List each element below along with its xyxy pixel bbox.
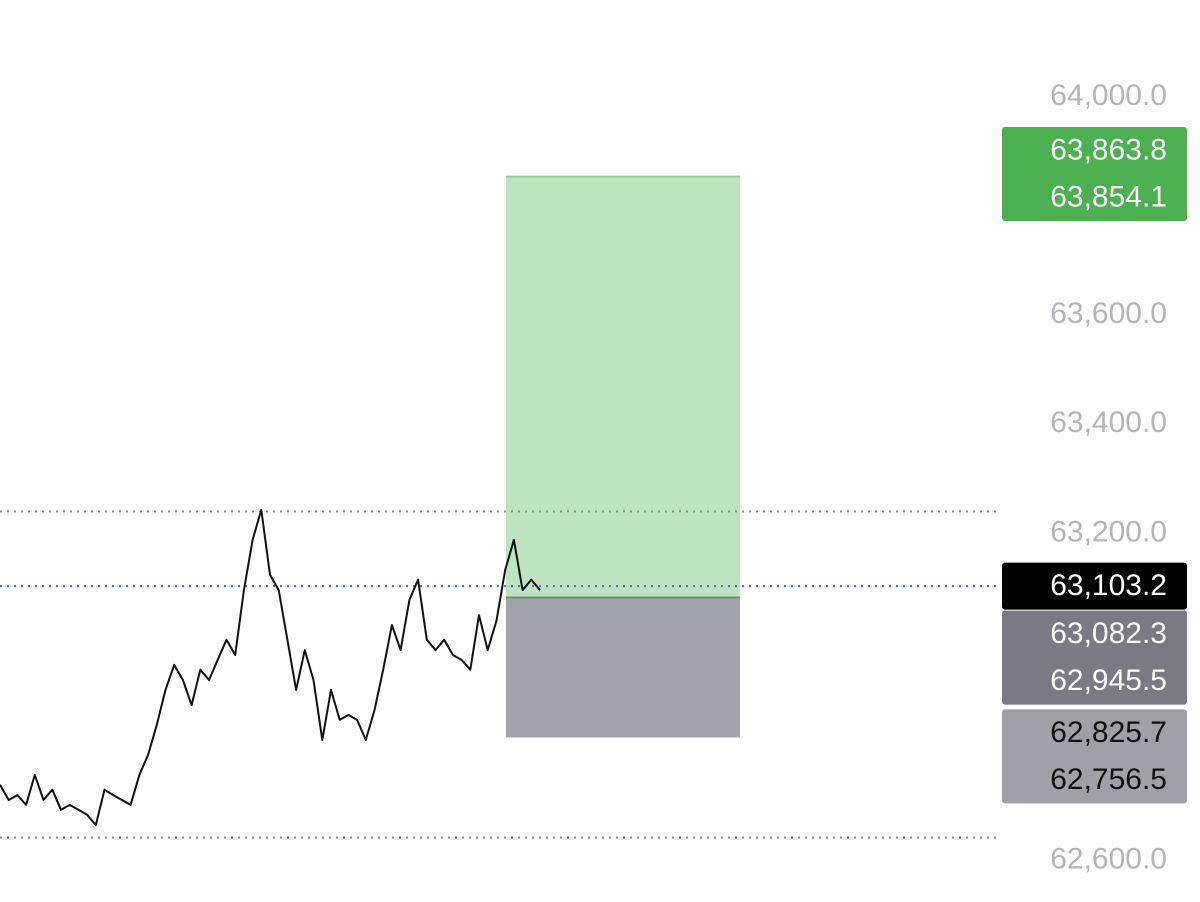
y-tick-label: 63,600.0 — [1050, 297, 1167, 330]
price-tag-label: 62,825.7 — [1050, 716, 1167, 749]
price-tag-box — [1002, 709, 1187, 804]
price-tag-label: 63,854.1 — [1050, 180, 1167, 213]
y-tick-label: 63,400.0 — [1050, 406, 1167, 439]
price-tag-label: 63,863.8 — [1050, 133, 1167, 166]
y-tick-label: 63,200.0 — [1050, 515, 1167, 548]
profit-zone — [506, 176, 740, 598]
y-tick-label: 64,000.0 — [1050, 79, 1167, 112]
price-tag-label: 63,082.3 — [1050, 617, 1167, 650]
price-tag-label: 62,945.5 — [1050, 664, 1167, 697]
price-tag-box — [1002, 126, 1187, 221]
price-tag-box — [1002, 562, 1187, 610]
price-tag-box — [1002, 610, 1187, 705]
price-line — [0, 508, 541, 827]
price-tag-label: 63,103.2 — [1050, 569, 1167, 602]
y-tick-label: 64,200.0 — [1050, 0, 1167, 3]
y-tick-label: 62,600.0 — [1050, 842, 1167, 875]
price-tag-label: 62,756.5 — [1050, 763, 1167, 796]
loss-zone — [506, 597, 740, 738]
